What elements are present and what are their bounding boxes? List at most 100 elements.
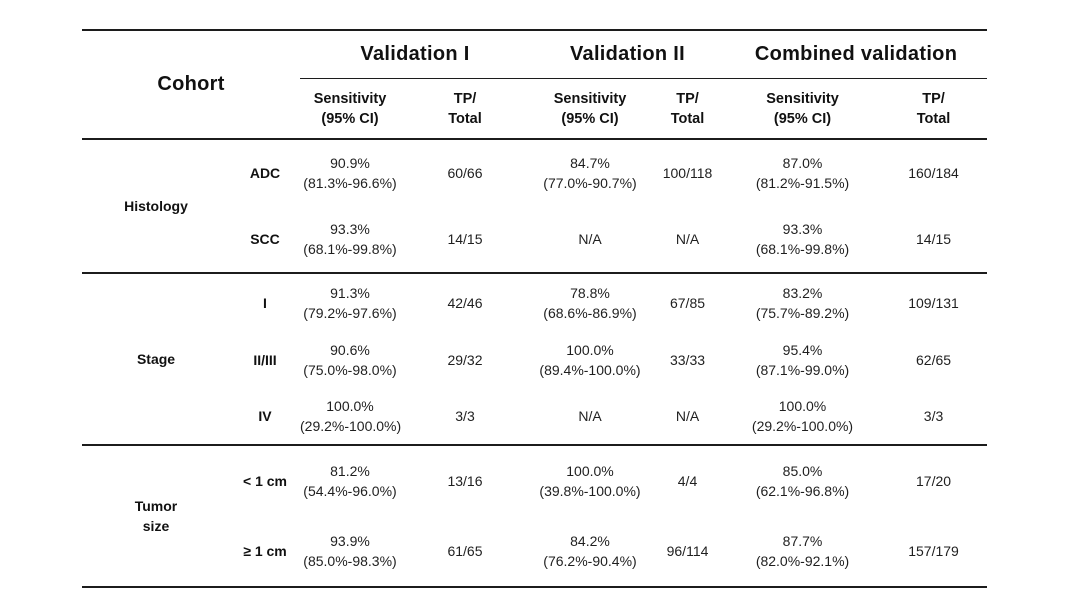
sensitivity-value: 81.2% <box>330 463 370 479</box>
confidence-interval: (82.0%-92.1%) <box>755 553 850 569</box>
tp-total-cell: 3/3 <box>400 388 530 446</box>
row-label-ge-1cm: ≥ 1 cm <box>230 516 300 588</box>
column-group-validation-1: Validation I <box>300 30 530 79</box>
row-label-stage-4: IV <box>230 388 300 446</box>
tp-total-cell: 14/15 <box>880 206 988 274</box>
row-label-adc: ADC <box>230 139 300 206</box>
group-label-text: Tumor size <box>134 498 178 534</box>
subheader-tp-line2: Total <box>670 110 705 127</box>
tp-total-cell: 17/20 <box>880 445 988 516</box>
subheader-tp-line2: Total <box>448 110 482 127</box>
confidence-interval: (79.2%-97.6%) <box>303 304 397 321</box>
confidence-interval: (81.2%-91.5%) <box>755 175 850 191</box>
table-row-histology-scc: SCC 93.3% (68.1%-99.8%) 14/15 N/A N/A 93… <box>82 206 988 274</box>
sensitivity-value: 93.9% <box>330 533 370 549</box>
tp-total-cell: 29/32 <box>400 331 530 388</box>
table-row-tumor-lt1cm: Tumor size < 1 cm 81.2% (54.4%-96.0%) 13… <box>82 445 988 588</box>
tp-total-cell: 14/15 <box>400 206 530 274</box>
confidence-interval: (75.0%-98.0%) <box>303 361 397 378</box>
confidence-interval: (39.8%-100.0%) <box>539 483 641 499</box>
subheader-tp-line1: TP/ <box>676 90 699 107</box>
sensitivity-ci-cell: 91.3% (79.2%-97.6%) <box>300 273 400 331</box>
sensitivity-value: 100.0% <box>566 341 614 358</box>
sensitivity-value: 84.2% <box>570 533 610 549</box>
group-label-stage: Stage <box>82 273 230 446</box>
subheader-tp-total-validation-1: TP/ Total <box>400 78 530 140</box>
sensitivity-ci-cell: 87.0% (81.2%-91.5%) <box>725 139 881 206</box>
tp-total-cell: N/A <box>650 206 726 274</box>
confidence-interval: (75.7%-89.2%) <box>755 304 850 321</box>
tp-total-cell: 109/131 <box>880 273 988 331</box>
subheader-tp-line1: TP/ <box>922 90 945 107</box>
sensitivity-value: 87.7% <box>782 533 823 549</box>
subheader-sensitivity-line1: Sensitivity <box>766 90 839 107</box>
sensitivity-ci-cell: 78.8% (68.6%-86.9%) <box>530 273 650 331</box>
sensitivity-ci-cell: 83.2% (75.7%-89.2%) <box>725 273 881 331</box>
tp-total-cell: 33/33 <box>650 331 726 388</box>
sensitivity-value: N/A <box>578 231 602 247</box>
table-row-histology-adc: Histology ADC 90.9% (81.3%-96.6%) 60/66 … <box>82 139 988 274</box>
subheader-tp-line2: Total <box>916 110 951 127</box>
sensitivity-value: 83.2% <box>782 284 823 301</box>
validation-results-table-container: Cohort Validation I Validation II Combin… <box>82 29 988 588</box>
tp-total-cell: 100/118 <box>650 139 726 206</box>
sensitivity-value: 100.0% <box>326 398 374 414</box>
subheader-sensitivity-line2: (95% CI) <box>561 110 619 127</box>
subheader-tp-line1: TP/ <box>453 90 477 107</box>
tp-total-cell: 3/3 <box>880 388 988 446</box>
sensitivity-ci-cell: 85.0% (62.1%-96.8%) <box>725 445 881 516</box>
sensitivity-value: 85.0% <box>782 463 823 479</box>
table-row-tumor-ge1cm: ≥ 1 cm 93.9% (85.0%-98.3%) 61/65 84.2% (… <box>82 516 988 588</box>
subheader-tp-total-combined: TP/ Total <box>880 78 988 140</box>
tp-total-cell: N/A <box>650 388 726 446</box>
confidence-interval: (54.4%-96.0%) <box>303 483 397 499</box>
subheader-sensitivity-combined: Sensitivity (95% CI) <box>725 78 881 140</box>
group-label-tumor-size: Tumor size <box>82 445 230 588</box>
sensitivity-value: 91.3% <box>330 284 370 301</box>
group-label-histology: Histology <box>82 139 230 274</box>
sensitivity-ci-cell: 93.9% (85.0%-98.3%) <box>300 516 400 588</box>
confidence-interval: (68.6%-86.9%) <box>543 304 637 321</box>
subheader-sensitivity-line1: Sensitivity <box>553 90 627 107</box>
sensitivity-value: 93.3% <box>782 221 823 237</box>
confidence-interval: (89.4%-100.0%) <box>539 361 641 378</box>
sensitivity-value: 100.0% <box>566 463 614 479</box>
sensitivity-ci-cell: 95.4% (87.1%-99.0%) <box>725 331 881 388</box>
sensitivity-ci-cell: 90.9% (81.3%-96.6%) <box>300 139 400 206</box>
sensitivity-ci-cell: 81.2% (54.4%-96.0%) <box>300 445 400 516</box>
cohort-header: Cohort <box>82 30 300 140</box>
column-group-header-row: Cohort Validation I Validation II Combin… <box>82 30 988 140</box>
sensitivity-value: 84.7% <box>570 155 610 171</box>
sensitivity-value: 90.6% <box>330 341 370 358</box>
sensitivity-results-table: Cohort Validation I Validation II Combin… <box>82 29 988 588</box>
confidence-interval: (29.2%-100.0%) <box>751 418 854 434</box>
sensitivity-value: 78.8% <box>570 284 610 301</box>
subheader-sensitivity-validation-2: Sensitivity (95% CI) <box>530 78 650 140</box>
confidence-interval: (87.1%-99.0%) <box>755 361 850 378</box>
table-row-stage-1: Stage I 91.3% (79.2%-97.6%) 42/46 78.8% … <box>82 273 988 446</box>
subheader-row: Sensitivity (95% CI) TP/ Total Sensitivi… <box>82 78 988 140</box>
tp-total-cell: 67/85 <box>650 273 726 331</box>
sensitivity-value: 93.3% <box>330 221 370 237</box>
confidence-interval: (68.1%-99.8%) <box>303 241 397 257</box>
sensitivity-ci-cell: N/A <box>530 388 650 446</box>
subheader-sensitivity-line1: Sensitivity <box>313 90 387 107</box>
confidence-interval: (68.1%-99.8%) <box>755 241 850 257</box>
column-group-combined-validation: Combined validation <box>725 30 988 79</box>
subheader-sensitivity-validation-1: Sensitivity (95% CI) <box>300 78 400 140</box>
tp-total-cell: 62/65 <box>880 331 988 388</box>
tp-total-cell: 157/179 <box>880 516 988 588</box>
row-label-lt-1cm: < 1 cm <box>230 445 300 516</box>
sensitivity-ci-cell: 93.3% (68.1%-99.8%) <box>725 206 881 274</box>
tp-total-cell: 96/114 <box>650 516 726 588</box>
subheader-tp-total-validation-2: TP/ Total <box>650 78 726 140</box>
tp-total-cell: 42/46 <box>400 273 530 331</box>
sensitivity-ci-cell: N/A <box>530 206 650 274</box>
confidence-interval: (76.2%-90.4%) <box>543 553 637 569</box>
subheader-sensitivity-line2: (95% CI) <box>773 110 832 127</box>
confidence-interval: (62.1%-96.8%) <box>755 483 850 499</box>
tp-total-cell: 61/65 <box>400 516 530 588</box>
subheader-sensitivity-line2: (95% CI) <box>321 110 379 127</box>
row-label-scc: SCC <box>230 206 300 274</box>
sensitivity-ci-cell: 93.3% (68.1%-99.8%) <box>300 206 400 274</box>
